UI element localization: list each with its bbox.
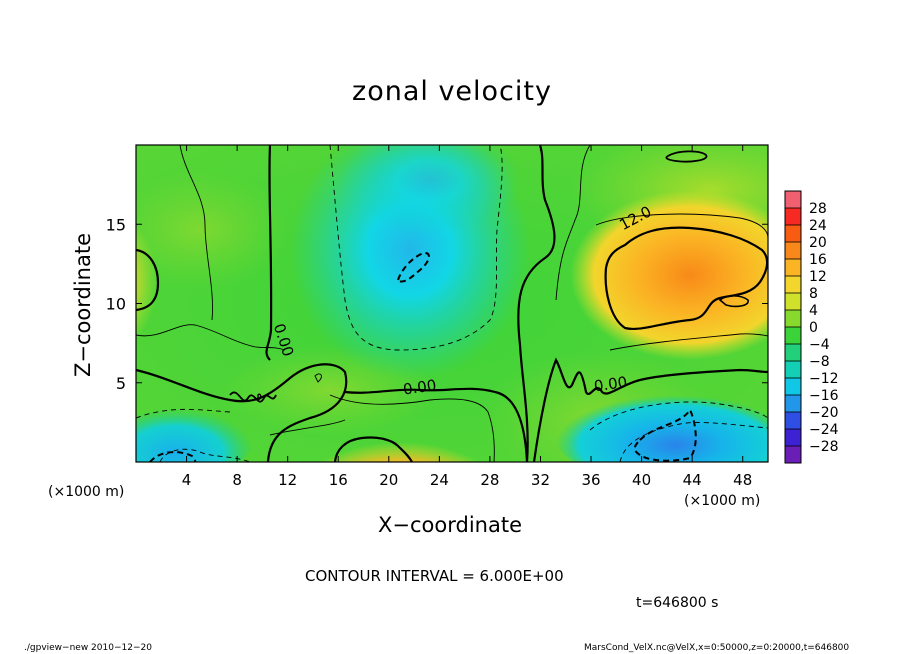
- x-tick-label: 44: [683, 471, 702, 489]
- colorbar-tick-label: −4: [809, 337, 830, 353]
- colorbar-tick-label: −24: [809, 422, 839, 438]
- x-unit-label-left: (×1000 m): [48, 484, 125, 500]
- twelve-contour-blob: [718, 295, 749, 308]
- colorbar-swatch: [785, 242, 801, 260]
- twelve-contour-left: [136, 248, 160, 312]
- twelve-contour-top: [665, 150, 708, 163]
- chart-title: zonal velocity: [352, 76, 552, 107]
- colorbar-swatch: [785, 259, 801, 277]
- minus12-contour-center: [396, 251, 430, 283]
- colorbar-tick-label: −28: [809, 439, 839, 455]
- colorbar-tick-label: −8: [809, 354, 830, 370]
- colorbar-tick-label: −16: [809, 388, 839, 404]
- colorbar-swatch: [785, 429, 801, 447]
- zero-contour-right-wave: [532, 357, 768, 462]
- colorbar-tick-label: 12: [809, 269, 827, 285]
- colorbar-swatch: [785, 208, 801, 226]
- y-axis: 5 10 15: [106, 215, 768, 393]
- twelve-contour-right: [604, 226, 768, 330]
- x-tick-label: 4: [182, 471, 192, 489]
- zero-contour-upper-left: [265, 145, 273, 361]
- colorbar-swatch: [785, 378, 801, 396]
- colorbar-tick-label: 24: [809, 218, 827, 234]
- footer-right: MarsCond_VelX.nc@VelX,x=0:50000,z=0:2000…: [584, 643, 850, 653]
- y-tick-label: 10: [106, 295, 126, 314]
- colorbar-tick-label: −20: [809, 405, 839, 421]
- zero-contour-central: [517, 145, 556, 462]
- colorbar-swatch: [785, 310, 801, 328]
- x-tick-label: 8: [232, 471, 242, 489]
- contour-lines: [136, 145, 768, 462]
- contour-label: 0.00: [402, 376, 438, 398]
- colorbar-swatch: [785, 412, 801, 430]
- x-tick-label: 40: [632, 471, 651, 489]
- x-tick-label: 12: [278, 471, 297, 489]
- colorbar-swatch: [785, 395, 801, 413]
- x-tick-label: 48: [733, 471, 752, 489]
- x-axis-label: X−coordinate: [378, 513, 522, 537]
- colorbar-swatch: [785, 293, 801, 311]
- colorbar-tick-label: 20: [809, 235, 827, 251]
- colorbar-swatch: [785, 344, 801, 362]
- contour-label: 0.00: [593, 373, 629, 395]
- colorbar-swatch: [785, 361, 801, 379]
- colorbar-tick-label: 4: [809, 303, 818, 319]
- x-tick-label: 20: [379, 471, 398, 489]
- colorbar-swatch: [785, 327, 801, 345]
- colorbar-swatch: [785, 446, 801, 464]
- x-tick-label: 32: [531, 471, 550, 489]
- colorbar-swatch: [785, 225, 801, 243]
- x-tick-label: 16: [329, 471, 348, 489]
- y-tick-label: 5: [116, 374, 126, 393]
- y-axis-label: Z−coordinate: [71, 233, 95, 377]
- time-label: t=646800 s: [636, 595, 719, 611]
- colorbar-swatch: [785, 276, 801, 294]
- colorbar-tick-label: 16: [809, 252, 827, 268]
- x-tick-label: 28: [480, 471, 499, 489]
- zero-contour-lower: [136, 363, 348, 462]
- x-tick-label: 36: [581, 471, 600, 489]
- x-axis: 4 8 12 16 20 24 28 32 36 40 44 48: [182, 145, 752, 489]
- zero-contour-middle: [344, 387, 529, 462]
- x-unit-label-right: (×1000 m): [684, 493, 761, 509]
- colorbar-tick-label: 8: [809, 286, 818, 302]
- contour-interval-label: CONTOUR INTERVAL = 6.000E+00: [305, 567, 564, 585]
- footer-left: ./gpview−new 2010−12−20: [24, 643, 152, 653]
- x-tick-label: 24: [430, 471, 449, 489]
- y-tick-label: 15: [106, 215, 126, 234]
- colorbar-swatch: [785, 191, 801, 209]
- colorbar-tick-label: 0: [809, 320, 818, 336]
- twelve-contour-bottom: [333, 436, 413, 462]
- colorbar-tick-label: 28: [809, 201, 827, 217]
- colorbar-tick-label: −12: [809, 371, 839, 387]
- minus12-contour-right: [633, 408, 697, 462]
